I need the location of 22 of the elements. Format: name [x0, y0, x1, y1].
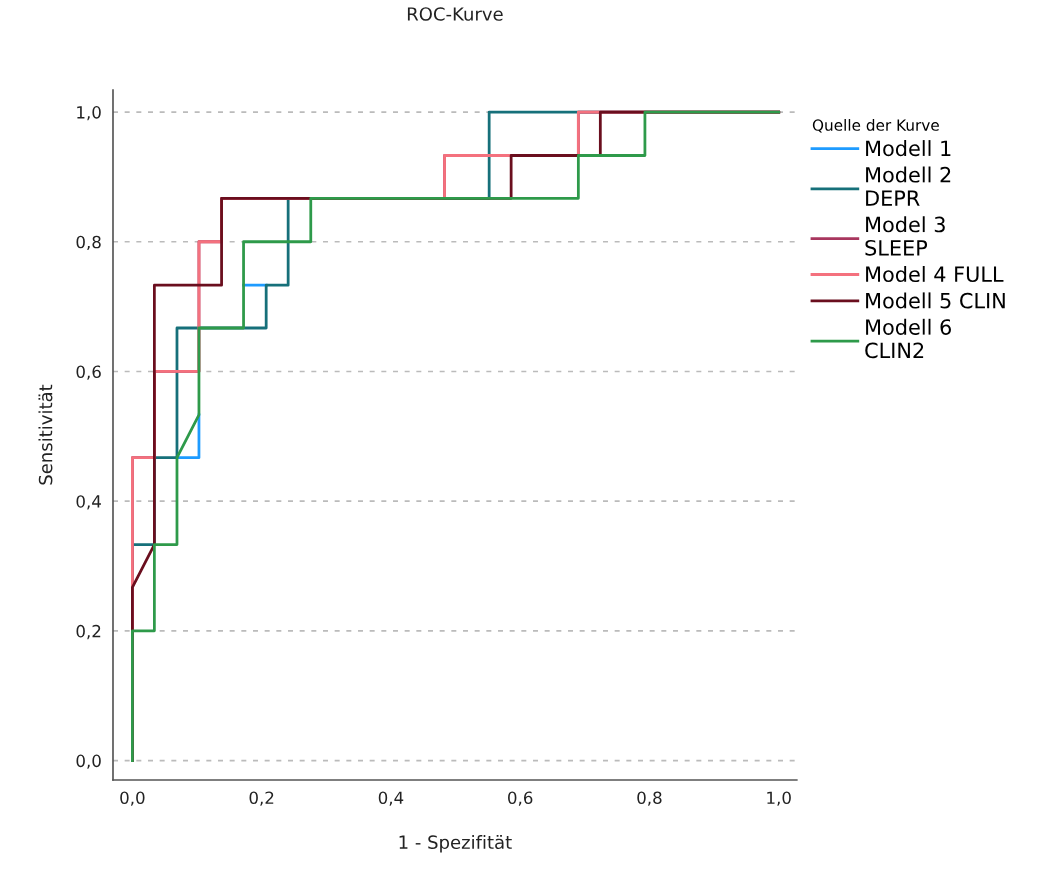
y-tick-label: 0,8 [76, 235, 101, 251]
y-tick-label: 0,6 [76, 365, 101, 380]
x-tick-label: 0,0 [120, 791, 145, 806]
legend-label: Model 4 FULL [866, 265, 1004, 283]
legend-label: Modell 1 [866, 140, 951, 157]
x-tick-label: 0,2 [249, 791, 274, 806]
y-tick-label: 0,0 [76, 754, 101, 769]
legend-label: Model 3 SLEEP [865, 216, 945, 256]
y-tick-label: 1,0 [77, 106, 101, 121]
y-axis-title: Sensitivität [38, 384, 53, 485]
legend-label: Modell 5 CLIN [866, 292, 1005, 309]
x-tick-label: 0,6 [508, 791, 533, 806]
x-axis-title: 1 - Spezifität [399, 835, 512, 853]
legend-label: Modell 6 CLIN2 [865, 318, 951, 359]
y-tick-label: 0,2 [76, 624, 101, 640]
x-tick-label: 1,0 [767, 791, 791, 806]
legend-title: Quelle der Kurve [812, 119, 939, 133]
chart-title: ROC-Kurve [407, 7, 503, 21]
x-tick-label: 0,4 [378, 791, 404, 806]
y-tick-label: 0,4 [76, 495, 101, 510]
legend-label: Modell 2 DEPR [866, 166, 951, 206]
x-tick-label: 0,8 [637, 791, 662, 806]
